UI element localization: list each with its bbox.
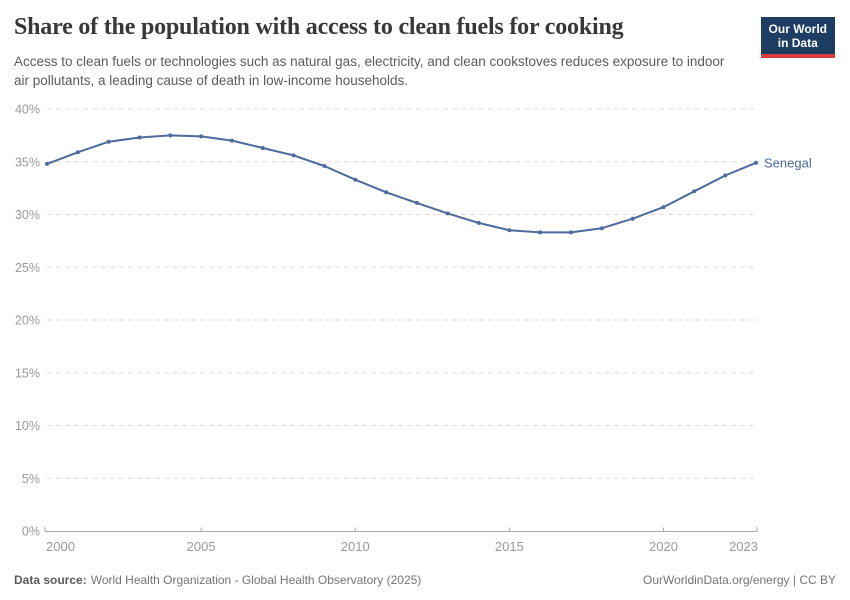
x-tick-label: 2005 xyxy=(187,539,216,554)
data-point xyxy=(106,139,111,144)
data-point xyxy=(692,189,697,194)
y-tick-label: 30% xyxy=(15,208,40,222)
data-point xyxy=(723,173,728,178)
data-point xyxy=(599,226,604,231)
data-point xyxy=(630,216,635,221)
data-point xyxy=(199,134,204,139)
data-point xyxy=(322,164,327,168)
footer-source-label: Data source: xyxy=(14,573,87,587)
data-point xyxy=(661,205,666,210)
owid-logo-line1: Our World xyxy=(768,22,827,36)
x-tick-label: 2000 xyxy=(46,539,75,554)
chart-footer: Data source: World Health Organization - … xyxy=(14,573,836,587)
data-point xyxy=(538,230,543,235)
data-point xyxy=(230,138,234,143)
data-point xyxy=(353,177,358,182)
footer-source-text: World Health Organization - Global Healt… xyxy=(90,573,422,587)
y-tick-label: 5% xyxy=(22,472,40,486)
page-subtitle: Access to clean fuels or technologies su… xyxy=(14,54,725,89)
y-tick-label: 25% xyxy=(15,261,40,275)
data-point xyxy=(476,220,481,225)
owid-logo-line2: in Data xyxy=(777,36,818,51)
data-point xyxy=(414,200,419,205)
data-point xyxy=(291,153,296,158)
x-tick-label: 2023 xyxy=(729,539,758,554)
data-point xyxy=(384,190,389,195)
y-tick-label: 10% xyxy=(15,419,40,433)
data-point xyxy=(75,150,80,155)
footer-license-link[interactable]: OurWorldinData.org/energy | CC BY xyxy=(643,573,836,587)
y-tick-label: 40% xyxy=(15,103,40,117)
data-point xyxy=(45,161,49,166)
x-tick-label: 2020 xyxy=(649,539,678,554)
page-title: Share of the population with access to c… xyxy=(14,14,624,40)
data-point xyxy=(569,230,573,235)
series-line xyxy=(46,134,757,234)
owid-logo[interactable]: Our World in Data xyxy=(760,17,835,58)
footer-source[interactable]: Data source: World Health Organization - … xyxy=(14,573,421,587)
data-point xyxy=(507,228,512,233)
y-tick-label: 0% xyxy=(22,525,40,539)
y-tick-label: 20% xyxy=(15,314,40,328)
data-point xyxy=(137,135,142,140)
data-point xyxy=(260,146,265,150)
x-tick-label: 2015 xyxy=(495,539,524,554)
x-tick-label: 2010 xyxy=(341,539,370,554)
data-point xyxy=(445,211,450,216)
data-point xyxy=(754,160,758,165)
y-tick-label: 15% xyxy=(15,366,40,380)
data-point xyxy=(168,133,173,138)
series-entity-label[interactable]: Senegal xyxy=(764,155,812,170)
y-tick-label: 35% xyxy=(15,155,40,169)
